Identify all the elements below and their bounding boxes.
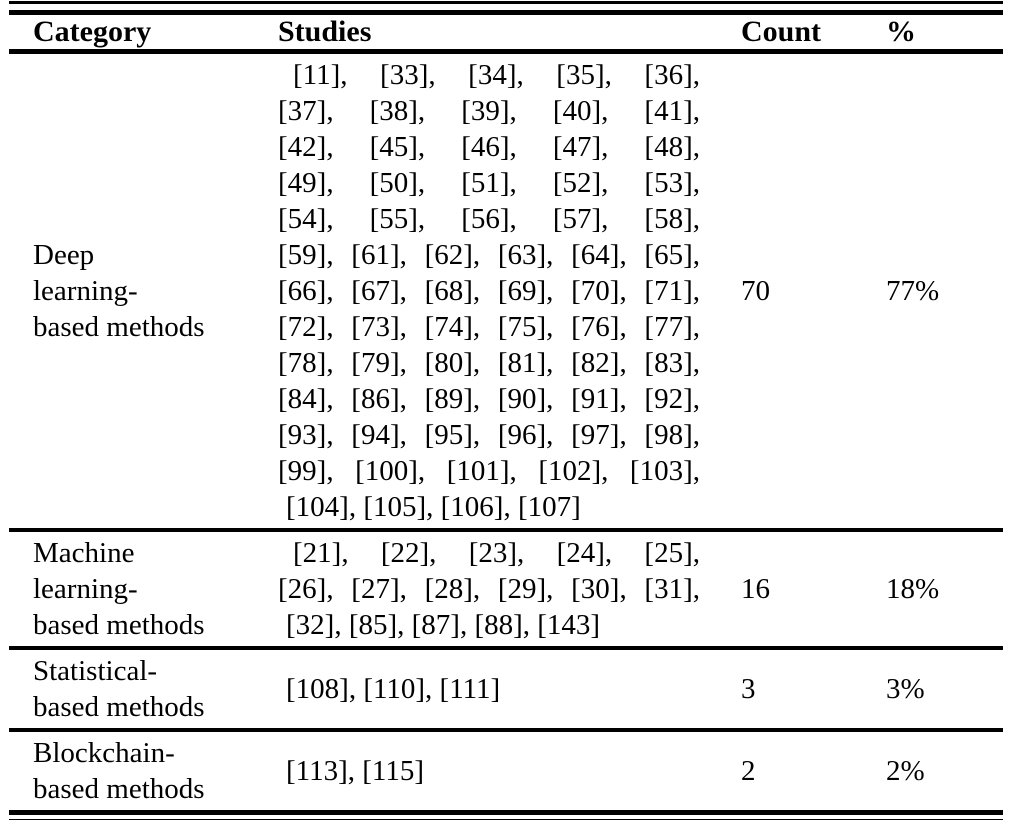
table-row-deep-learning: Deep learning- based methods [11], [33],… bbox=[9, 52, 1003, 531]
studies-citations-last-line: [113], [115] bbox=[286, 755, 424, 787]
table-top-outer-rule bbox=[9, 1, 1003, 4]
studies-citations: [11], [33], [34], [35], [36], [37], [38]… bbox=[278, 59, 700, 487]
methods-category-table: Category Studies Count % Deep learning- … bbox=[9, 15, 1003, 810]
header-count: Count bbox=[737, 15, 886, 54]
studies-cell: [113], [115] bbox=[278, 730, 737, 810]
studies-citations: [21], [22], [23], [24], [25], [26], [27]… bbox=[278, 537, 700, 605]
count-cell: 16 bbox=[741, 573, 770, 605]
table-row-blockchain: Blockchain- based methods [113], [115] 2… bbox=[9, 730, 1003, 810]
percent-cell: 77% bbox=[886, 275, 940, 307]
category-cell: Blockchain- based methods bbox=[33, 737, 205, 805]
category-cell: Deep learning- based methods bbox=[33, 239, 205, 343]
table-bottom-inner-rule bbox=[9, 810, 1003, 815]
count-cell: 3 bbox=[741, 673, 756, 705]
header-row: Category Studies Count % bbox=[9, 15, 1003, 54]
count-cell: 2 bbox=[741, 755, 756, 787]
header-category: Category bbox=[9, 15, 278, 54]
table-top-inner-rule bbox=[9, 10, 1003, 15]
studies-cell: [108], [110], [111] bbox=[278, 648, 737, 730]
category-cell: Statistical- based methods bbox=[33, 655, 205, 723]
studies-cell: [11], [33], [34], [35], [36], [37], [38]… bbox=[278, 52, 737, 531]
studies-citations-last-line: [108], [110], [111] bbox=[286, 673, 501, 705]
percent-cell: 2% bbox=[886, 755, 925, 787]
count-cell: 70 bbox=[741, 275, 770, 307]
percent-cell: 3% bbox=[886, 673, 925, 705]
studies-cell: [21], [22], [23], [24], [25], [26], [27]… bbox=[278, 530, 737, 648]
studies-citations-last-line: [104], [105], [106], [107] bbox=[286, 491, 581, 523]
studies-citations-last-line: [32], [85], [87], [88], [143] bbox=[286, 609, 601, 641]
category-cell: Machine learning- based methods bbox=[33, 537, 205, 641]
percent-cell: 18% bbox=[886, 573, 940, 605]
table-row-statistical: Statistical- based methods [108], [110],… bbox=[9, 648, 1003, 730]
table-row-machine-learning: Machine learning- based methods [21], [2… bbox=[9, 530, 1003, 648]
header-studies: Studies bbox=[278, 15, 737, 54]
header-percent: % bbox=[886, 15, 1003, 54]
